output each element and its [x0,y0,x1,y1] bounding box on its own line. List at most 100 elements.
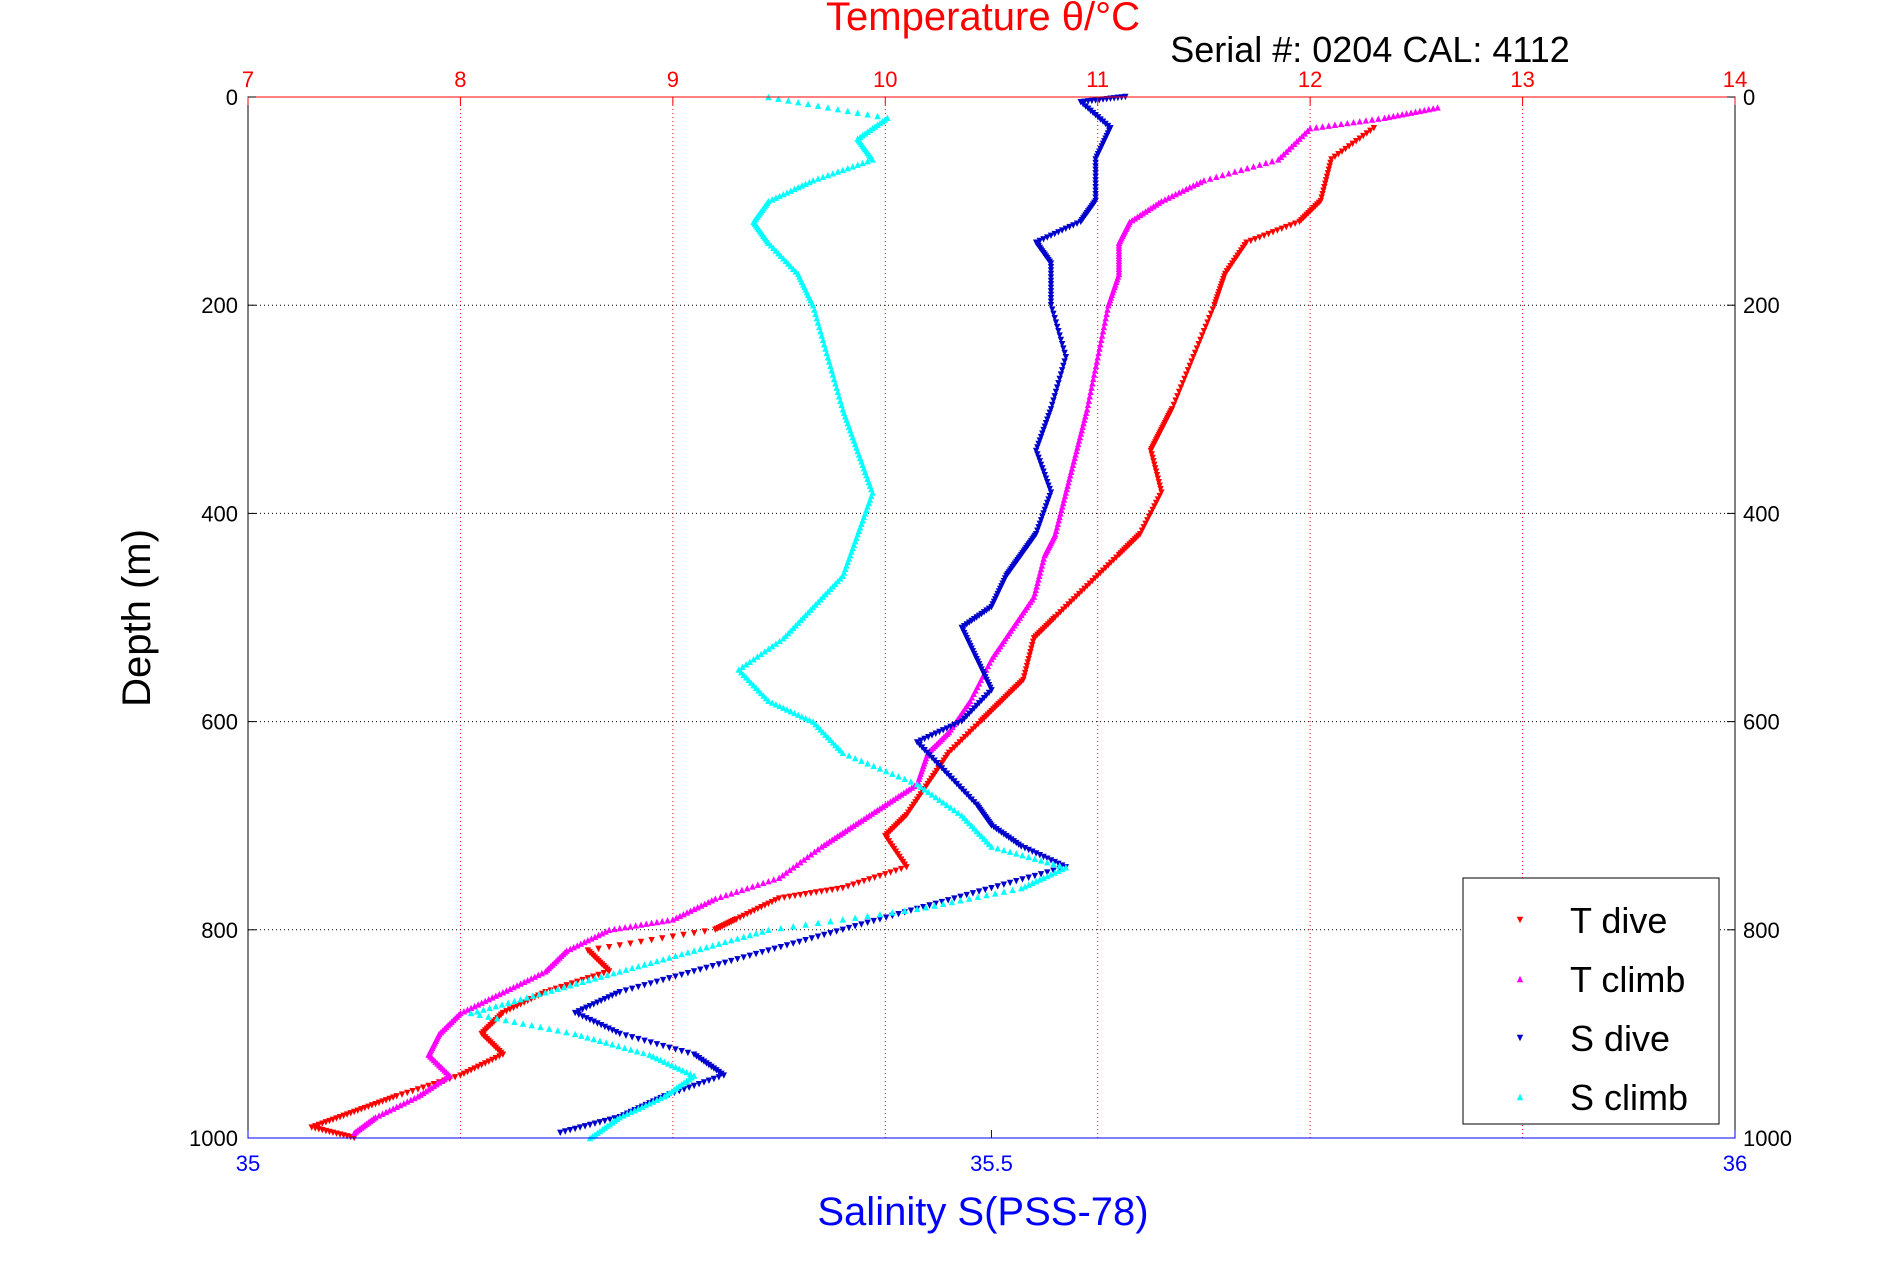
data-point [659,1042,667,1050]
top-tick-label: 11 [1086,67,1109,92]
data-point [517,996,524,1003]
data-point [687,907,694,914]
data-point [1040,853,1047,861]
data-point [1157,485,1164,493]
data-point [616,942,623,949]
data-point [661,1058,668,1065]
data-point [1231,168,1239,175]
data-point [901,775,908,783]
data-point [1350,118,1357,126]
data-point [851,923,859,930]
data-point [478,1061,485,1069]
data-point [1046,492,1053,500]
data-point [1037,871,1045,878]
data-point [701,928,708,935]
data-point [513,1002,521,1010]
data-point [498,1001,506,1008]
data-point [1000,888,1008,895]
data-point [1018,843,1025,850]
data-point [1202,323,1209,331]
data-point [1003,832,1010,840]
legend-marker [1516,1093,1524,1101]
data-point [1058,865,1066,873]
data-point [992,890,999,897]
data-point [772,194,780,201]
data-point [659,917,666,925]
data-point [595,931,602,939]
data-point [566,945,574,953]
data-point [887,869,894,876]
data-point [1099,328,1107,335]
data-point [1321,180,1329,187]
data-point [1040,555,1047,562]
data-point [824,354,832,361]
data-point [1010,838,1018,845]
data-point [537,1023,544,1031]
data-point [601,1117,609,1125]
data-point [1040,510,1047,517]
data-point [1087,388,1094,396]
data-point [775,874,783,881]
data-point [1088,384,1095,391]
data-point [864,919,871,927]
data-point [1036,851,1044,859]
data-point [754,881,762,888]
data-point [710,1065,718,1072]
data-point [609,1027,616,1034]
data-point [476,1011,483,1019]
data-point [794,184,802,191]
data-point [895,773,902,780]
data-point [806,716,813,724]
data-point [657,1056,664,1064]
data-point [994,883,1001,890]
data-point [982,886,989,894]
data-point [659,976,667,984]
data-point [829,371,837,378]
data-point [695,1081,703,1088]
data-point [744,910,751,918]
data-point [849,163,856,170]
data-point [605,994,612,1001]
data-point [917,783,925,790]
data-point [765,645,772,652]
data-point [1054,520,1062,528]
data-point [648,937,655,944]
data-point [768,898,776,906]
data-point [1193,180,1201,187]
data-point [1044,858,1051,866]
data-point [974,893,982,901]
data-point [827,930,834,937]
data-point [1040,236,1047,243]
data-point [734,956,741,963]
data-point [951,895,958,902]
data-point [568,980,576,987]
data-point [889,909,896,916]
chart-title: Temperature θ/°C [826,0,1140,39]
data-point [554,985,561,992]
data-point [988,822,995,829]
data-point [772,640,780,647]
data-point [499,989,507,996]
data-point [528,975,535,982]
data-point [591,933,599,940]
data-point [668,1061,675,1069]
data-point [832,380,839,387]
legend-label: S climb [1570,1077,1688,1118]
data-point [715,1068,723,1076]
data-point [870,762,877,770]
data-point [573,980,580,987]
data-point [653,1041,661,1048]
data-point [720,1072,728,1079]
data-point [1262,159,1270,167]
data-point [936,796,943,803]
data-point [802,937,809,944]
data-point [690,968,698,975]
data-point [510,1004,517,1012]
data-point [642,1101,649,1109]
data-point [1051,858,1058,866]
data-point [420,1084,427,1091]
data-point [1362,117,1370,124]
data-point [1200,177,1208,184]
data-point [1207,310,1215,318]
data-point [1061,358,1068,365]
